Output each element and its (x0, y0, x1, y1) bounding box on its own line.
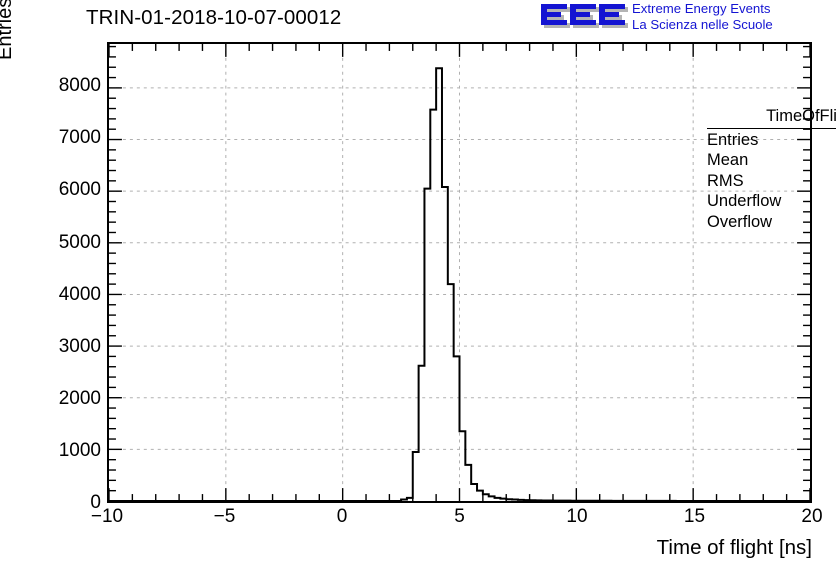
y-axis-tick-label: 0 (90, 492, 101, 513)
stats-box: TimeOfFlight Entries42579Mean4.348RMS0.9… (707, 106, 836, 233)
stats-divider (707, 127, 836, 129)
stats-row: Mean4.348 (707, 150, 836, 171)
axis-ticks (109, 44, 810, 501)
stats-row-key: Mean (707, 151, 749, 170)
y-axis-tick-label: 3000 (58, 335, 101, 357)
eee-logo: Extreme Energy Events La Scienza nelle S… (540, 1, 836, 35)
page-title: TRIN-01-2018-10-07-00012 (86, 6, 342, 29)
y-axis-tick-labels: 0 1000 2000 3000 4000 5000 6000 7000 8000 (0, 0, 101, 572)
eee-logo-line2: La Scienza nelle Scuole (632, 17, 773, 32)
y-axis-tick-label: 2000 (58, 387, 101, 409)
stats-row-key: Overflow (707, 212, 773, 231)
x-axis-title: Time of flight [ns] (656, 536, 812, 559)
stats-row: RMS0.9104 (707, 171, 836, 192)
x-axis-tick-label: 20 (801, 506, 823, 527)
stats-row-key: Underflow (707, 192, 782, 211)
x-axis-tick-label: −5 (213, 506, 236, 527)
stats-title: TimeOfFlight (766, 107, 836, 125)
x-axis-tick-label: 10 (566, 506, 588, 527)
stats-row: Entries42579 (707, 130, 836, 151)
histogram-outline (109, 68, 810, 501)
stats-rows: Entries42579Mean4.348RMS0.9104Underflow2… (707, 130, 836, 233)
plot-canvas (109, 44, 810, 501)
y-axis-tick-label: 7000 (58, 127, 101, 149)
stats-row-key: RMS (707, 171, 744, 190)
eee-logo-line1: Extreme Energy Events (632, 1, 771, 16)
y-axis-tick-label: 8000 (58, 75, 101, 97)
x-axis-tick-label: −10 (90, 506, 124, 527)
x-axis-tick-label: 0 (336, 506, 348, 527)
plot-frame: TimeOfFlight Entries42579Mean4.348RMS0.9… (107, 42, 836, 503)
y-axis-tick-label: 6000 (58, 179, 101, 201)
y-axis-tick-label: 4000 (58, 283, 101, 305)
x-axis-tick-label: 15 (683, 506, 706, 527)
stats-row: Underflow28 (707, 191, 836, 212)
stats-row: Overflow12 (707, 212, 836, 233)
y-axis-tick-label: 1000 (58, 439, 101, 461)
stats-row-key: Entries (707, 130, 759, 149)
grid-lines (109, 44, 810, 501)
eee-logo-mark (541, 4, 628, 28)
eee-logo-text: Extreme Energy Events La Scienza nelle S… (632, 1, 836, 33)
x-axis-tick-label: 5 (454, 506, 465, 527)
y-axis-tick-label: 5000 (58, 231, 101, 253)
